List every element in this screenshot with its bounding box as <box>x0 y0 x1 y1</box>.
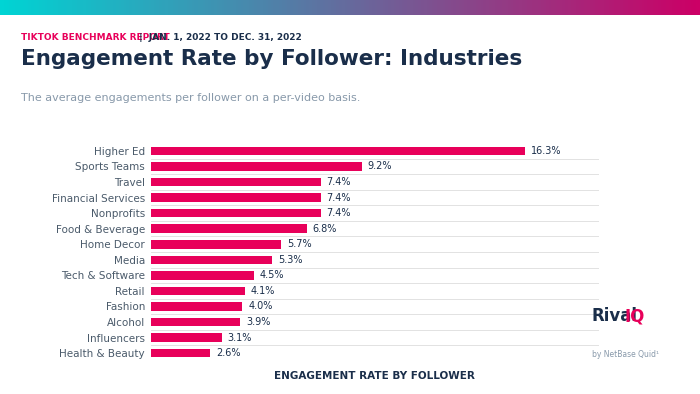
Bar <box>150 178 321 186</box>
Text: 3.9%: 3.9% <box>246 317 270 327</box>
Text: IQ: IQ <box>624 307 645 325</box>
Text: 9.2%: 9.2% <box>368 162 392 171</box>
Text: by NetBase Quid¹: by NetBase Quid¹ <box>592 349 659 359</box>
Bar <box>150 225 307 233</box>
Text: |  JAN. 1, 2022 TO DEC. 31, 2022: | JAN. 1, 2022 TO DEC. 31, 2022 <box>133 33 302 43</box>
Text: 7.4%: 7.4% <box>326 208 351 218</box>
Bar <box>150 286 245 295</box>
Text: 5.3%: 5.3% <box>278 255 302 265</box>
Text: 4.0%: 4.0% <box>248 301 272 312</box>
Text: 7.4%: 7.4% <box>326 177 351 187</box>
Bar <box>150 333 222 342</box>
Text: 4.1%: 4.1% <box>251 286 275 296</box>
Text: 6.8%: 6.8% <box>312 224 337 234</box>
Text: 4.5%: 4.5% <box>260 270 284 281</box>
Text: 3.1%: 3.1% <box>228 333 252 343</box>
Text: 16.3%: 16.3% <box>531 146 561 156</box>
Bar <box>150 349 210 357</box>
X-axis label: ENGAGEMENT RATE BY FOLLOWER: ENGAGEMENT RATE BY FOLLOWER <box>274 371 475 381</box>
Bar <box>150 271 254 280</box>
Bar <box>150 318 240 326</box>
Bar <box>150 147 525 155</box>
Bar <box>150 162 362 171</box>
Bar <box>150 302 242 311</box>
Bar <box>150 209 321 217</box>
Text: 2.6%: 2.6% <box>216 348 241 358</box>
Text: TIKTOK BENCHMARK REPORT: TIKTOK BENCHMARK REPORT <box>21 33 169 43</box>
Text: 7.4%: 7.4% <box>326 193 351 203</box>
Text: Rival: Rival <box>592 307 638 325</box>
Bar <box>150 255 272 264</box>
Text: 5.7%: 5.7% <box>287 239 312 249</box>
Text: The average engagements per follower on a per-video basis.: The average engagements per follower on … <box>21 93 360 102</box>
Bar <box>150 193 321 202</box>
Text: Engagement Rate by Follower: Industries: Engagement Rate by Follower: Industries <box>21 49 522 69</box>
Bar <box>150 240 281 249</box>
